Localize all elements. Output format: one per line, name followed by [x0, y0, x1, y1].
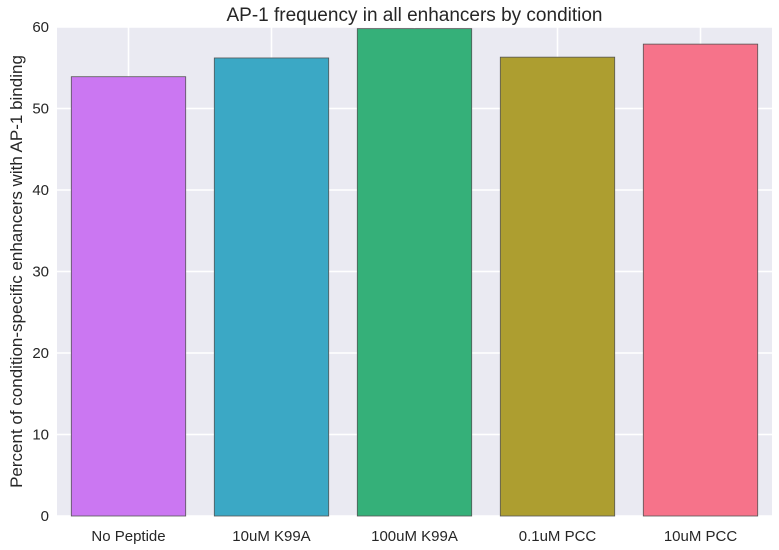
y-tick-label: 30	[32, 264, 49, 281]
y-tick-label: 20	[32, 345, 49, 362]
chart-title: AP-1 frequency in all enhancers by condi…	[226, 5, 602, 26]
bar-10um-pcc	[642, 43, 759, 517]
x-tick-label: No Peptide	[91, 528, 165, 545]
y-tick-label: 40	[32, 182, 49, 199]
x-tick-label: 0.1uM PCC	[519, 528, 597, 545]
y-tick-label: 50	[32, 101, 49, 118]
bar-10um-k99a	[213, 57, 330, 517]
x-tick-labels: No Peptide 10uM K99A 100uM K99A 0.1uM PCC 10…	[91, 528, 737, 545]
x-tick-label: 100uM K99A	[371, 528, 458, 545]
y-axis-label: Percent of condition-specific enhancers …	[7, 55, 26, 488]
y-tick-label: 10	[32, 427, 49, 444]
y-tick-labels: 0 10 20 30 40 50 60	[32, 19, 49, 525]
bar-0-1um-pcc	[499, 56, 616, 517]
y-tick-label: 60	[32, 19, 49, 36]
bars	[70, 28, 759, 517]
bar-100um-k99a	[356, 28, 473, 517]
x-tick-label: 10uM PCC	[664, 528, 738, 545]
x-tick-label: 10uM K99A	[232, 528, 310, 545]
bar-no-peptide	[70, 76, 187, 517]
y-tick-label: 0	[41, 508, 49, 525]
